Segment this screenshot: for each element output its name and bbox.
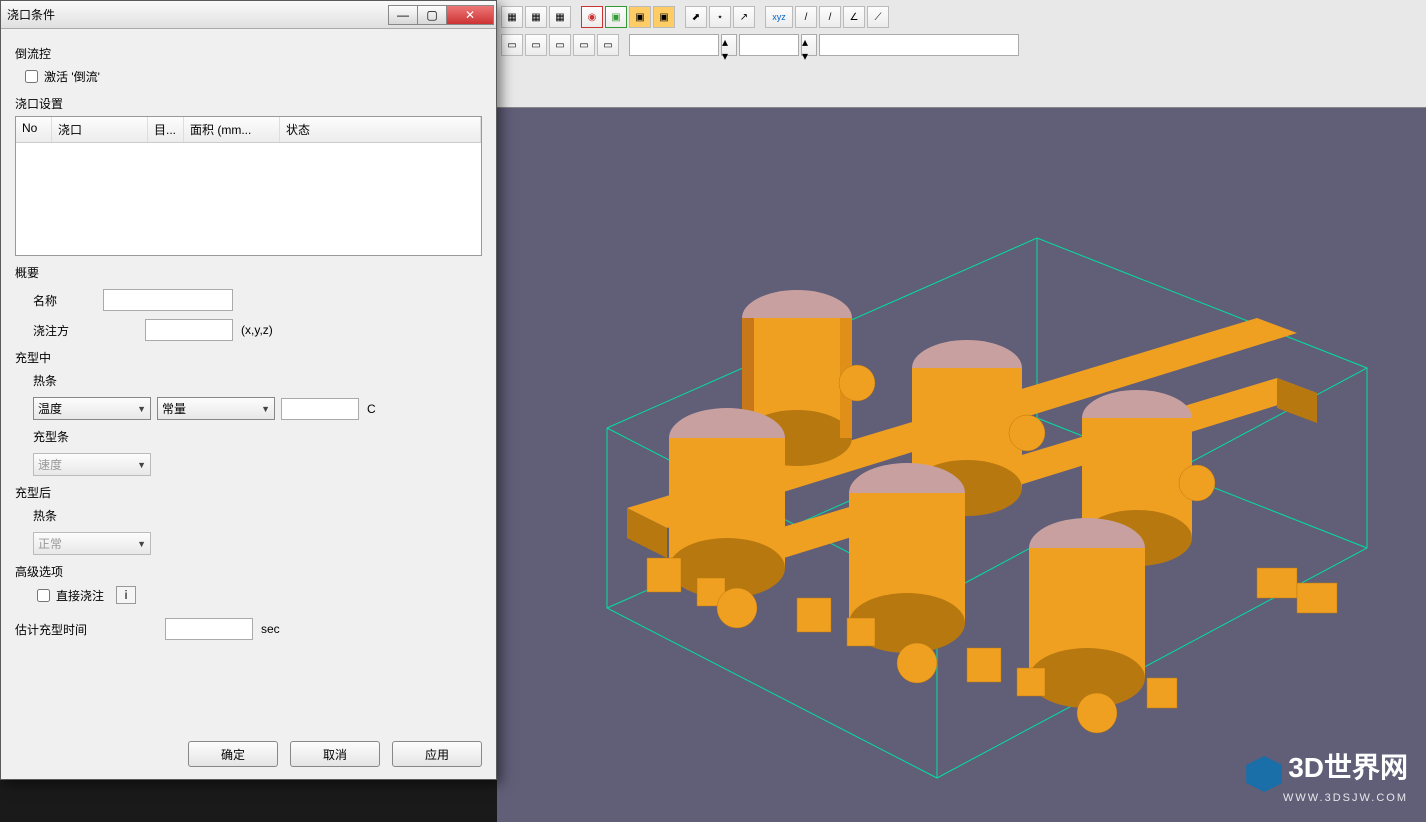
axis3-icon[interactable]: ↗: [733, 6, 755, 28]
brand-url: WWW.3DSJW.COM: [1246, 792, 1408, 804]
view-icon[interactable]: ▣: [629, 6, 651, 28]
play-icon[interactable]: ▣: [605, 6, 627, 28]
spin2[interactable]: ▴▾: [801, 34, 817, 56]
close-button[interactable]: ✕: [446, 5, 494, 25]
grid2-icon[interactable]: ▦: [525, 6, 547, 28]
brand-text: 3D世界网: [1288, 752, 1408, 783]
heat-cond-label-2: 热条: [33, 507, 482, 524]
spin1[interactable]: ▴▾: [721, 34, 737, 56]
backflow-section: 倒流控: [15, 45, 482, 62]
fill-cond-label: 充型条: [33, 428, 482, 445]
grid-icon[interactable]: ▦: [501, 6, 523, 28]
panel1-icon[interactable]: ▭: [501, 34, 523, 56]
summary-section: 概要: [15, 264, 482, 281]
activate-backflow-checkbox[interactable]: [25, 70, 38, 83]
filling-section: 充型中: [15, 349, 482, 366]
model-svg: [497, 108, 1426, 822]
after-fill-section: 充型后: [15, 484, 482, 501]
apply-button[interactable]: 应用: [392, 741, 482, 767]
axis-icon[interactable]: ⬈: [685, 6, 707, 28]
titlebar[interactable]: 浇口条件 — ▢ ✕: [1, 1, 496, 29]
activate-backflow-label: 激活 '倒流': [44, 68, 100, 85]
panel5-icon[interactable]: ▭: [597, 34, 619, 56]
record-icon[interactable]: ◉: [581, 6, 603, 28]
line-icon[interactable]: /: [795, 6, 817, 28]
axis2-icon[interactable]: ⋆: [709, 6, 731, 28]
const-select[interactable]: 常量▼: [157, 397, 275, 420]
curve-icon[interactable]: ⟋: [867, 6, 889, 28]
speed-select[interactable]: 速度▼: [33, 453, 151, 476]
col-status[interactable]: 状态: [280, 117, 481, 142]
col-target[interactable]: 目...: [148, 117, 184, 142]
gate-settings-section: 浇口设置: [15, 95, 482, 112]
col-gate[interactable]: 浇口: [52, 117, 148, 142]
cancel-button[interactable]: 取消: [290, 741, 380, 767]
coord-input-3[interactable]: [819, 34, 1019, 56]
gate-table[interactable]: No 浇口 目... 面积 (mm... 状态: [15, 116, 482, 256]
temp-select[interactable]: 温度▼: [33, 397, 151, 420]
est-fill-time-input[interactable]: [165, 618, 253, 640]
line2-icon[interactable]: /: [819, 6, 841, 28]
sec-unit: sec: [261, 622, 280, 636]
name-label: 名称: [33, 292, 103, 309]
temp-unit: C: [367, 402, 376, 416]
direct-pour-label: 直接浇注: [56, 587, 104, 604]
col-no[interactable]: No: [16, 117, 52, 142]
direct-pour-checkbox[interactable]: [37, 589, 50, 602]
panel2-icon[interactable]: ▭: [525, 34, 547, 56]
logo-icon: [1246, 756, 1282, 792]
normal-select[interactable]: 正常▼: [33, 532, 151, 555]
xyz-hint: (x,y,z): [241, 323, 273, 337]
view2-icon[interactable]: ▣: [653, 6, 675, 28]
name-input[interactable]: [103, 289, 233, 311]
grid3-icon[interactable]: ▦: [549, 6, 571, 28]
minimize-button[interactable]: —: [388, 5, 418, 25]
panel3-icon[interactable]: ▭: [549, 34, 571, 56]
coord-input-2[interactable]: [739, 34, 799, 56]
ok-button[interactable]: 确定: [188, 741, 278, 767]
gate-conditions-dialog: 浇口条件 — ▢ ✕ 倒流控 激活 '倒流' 浇口设置 No 浇口 目... 面…: [0, 0, 497, 780]
advanced-section: 高级选项: [15, 563, 482, 580]
col-area[interactable]: 面积 (mm...: [184, 117, 280, 142]
3d-canvas[interactable]: 3D世界网 WWW.3DSJW.COM: [497, 108, 1426, 822]
maximize-button[interactable]: ▢: [417, 5, 447, 25]
pour-dir-label: 浇注方: [33, 322, 103, 339]
est-fill-time-label: 估计充型时间: [15, 621, 165, 638]
temp-value-input[interactable]: [281, 398, 359, 420]
angle-icon[interactable]: ∠: [843, 6, 865, 28]
panel4-icon[interactable]: ▭: [573, 34, 595, 56]
xyz-icon[interactable]: xyz: [765, 6, 793, 28]
heat-cond-label: 热条: [33, 372, 482, 389]
watermark: 3D世界网 WWW.3DSJW.COM: [1246, 746, 1408, 804]
main-viewport: ▦ ▦ ▦ ◉ ▣ ▣ ▣ ⬈ ⋆ ↗ xyz / / ∠ ⟋ ▭ ▭ ▭ ▭ …: [497, 0, 1426, 822]
toolbar-area: ▦ ▦ ▦ ◉ ▣ ▣ ▣ ⬈ ⋆ ↗ xyz / / ∠ ⟋ ▭ ▭ ▭ ▭ …: [497, 0, 1426, 108]
info-icon[interactable]: i: [116, 586, 136, 604]
dialog-title: 浇口条件: [7, 6, 389, 23]
pour-dir-input[interactable]: [145, 319, 233, 341]
coord-input-1[interactable]: [629, 34, 719, 56]
